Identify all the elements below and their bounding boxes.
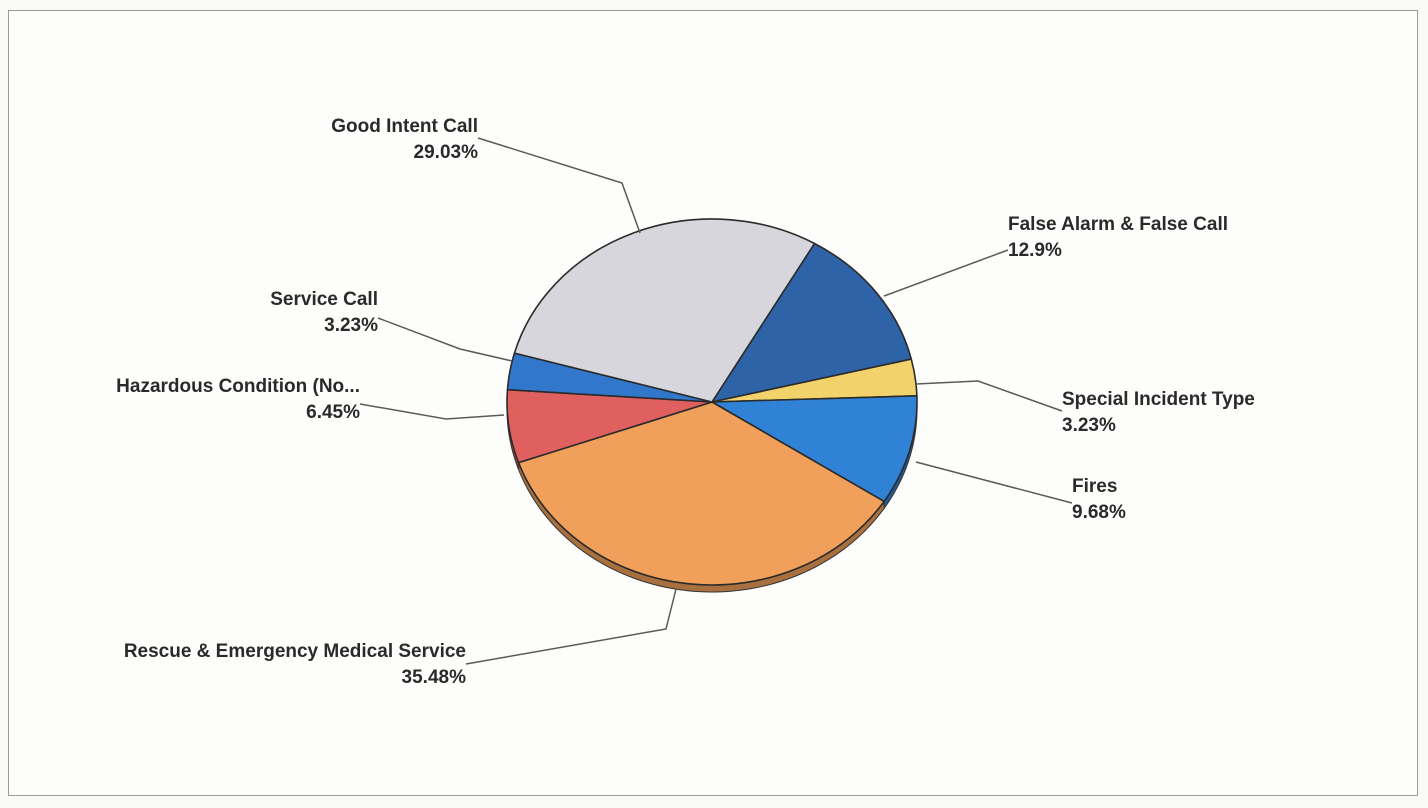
leader-line-3 [465, 588, 677, 665]
slice-label-0: False Alarm & False Call [1008, 214, 1228, 235]
slice-percent-1: 3.23% [1062, 415, 1116, 436]
slice-label-1: Special Incident Type [1062, 389, 1255, 410]
slice-percent-4: 6.45% [306, 402, 360, 423]
slice-label-5: Service Call [270, 289, 378, 310]
slice-label-2: Fires [1072, 476, 1117, 497]
leader-line-1 [915, 380, 1063, 412]
pie-slice-0 [711, 242, 913, 403]
leader-line-5 [377, 317, 513, 362]
leader-line-2 [915, 461, 1073, 504]
pie-slice-6 [513, 218, 816, 403]
slice-label-4: Hazardous Condition (No... [116, 376, 360, 397]
slice-percent-2: 9.68% [1072, 502, 1126, 523]
leader-line-0 [883, 249, 1009, 297]
slice-percent-5: 3.23% [324, 315, 378, 336]
slice-labels: False Alarm & False Call 12.9% Special Inc… [116, 116, 1255, 688]
slice-percent-6: 29.03% [414, 142, 479, 163]
slice-label-6: Good Intent Call [331, 116, 478, 137]
leader-line-6 [477, 137, 641, 234]
pie-slice-3 [517, 401, 885, 586]
slice-percent-3: 35.48% [402, 667, 467, 688]
leader-line-4 [359, 403, 505, 420]
slice-label-3: Rescue & Emergency Medical Service [124, 641, 466, 662]
slice-percent-0: 12.9% [1008, 240, 1062, 261]
pie-slices [506, 218, 918, 586]
pie-slice-2 [711, 395, 918, 503]
leader-lines [359, 137, 1073, 665]
